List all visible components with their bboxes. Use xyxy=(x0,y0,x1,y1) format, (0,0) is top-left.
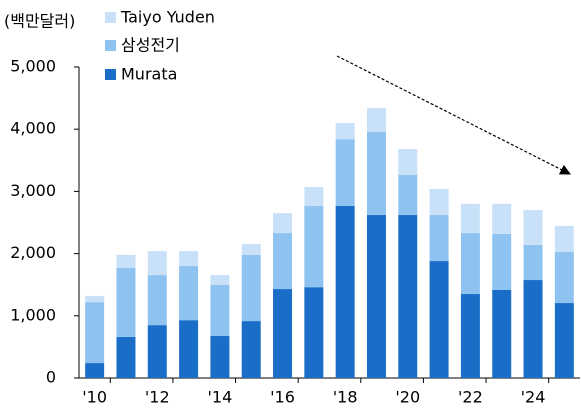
bar-segment xyxy=(523,280,543,378)
bar-segment xyxy=(554,303,574,378)
bar-segment xyxy=(554,225,574,253)
bar-segment xyxy=(398,215,418,378)
bar-segment xyxy=(460,294,480,378)
legend-swatch xyxy=(105,12,116,23)
bar-segment xyxy=(179,266,199,321)
legend-label: Murata xyxy=(121,65,177,84)
bar-segment xyxy=(429,188,449,216)
bar-segment xyxy=(523,210,543,245)
bar-segment xyxy=(304,206,324,288)
x-tick-label: '20 xyxy=(395,388,420,407)
bar-segment xyxy=(335,139,355,207)
bar-segment xyxy=(366,215,386,378)
bar-segment xyxy=(398,149,418,175)
bar-segment xyxy=(304,187,324,207)
y-tick-label: 2,000 xyxy=(10,243,56,262)
bar-segment xyxy=(366,108,386,132)
bar-segment xyxy=(492,289,512,378)
bar-segment xyxy=(460,203,480,234)
x-tick-label: '24 xyxy=(521,388,546,407)
legend-swatch xyxy=(105,69,116,80)
bar-segment xyxy=(460,233,480,295)
y-tick-label: 1,000 xyxy=(10,305,56,324)
legend-label: 삼성전기 xyxy=(121,36,180,55)
bar-segment xyxy=(366,131,386,216)
x-tick-label: '18 xyxy=(333,388,358,407)
y-tick-label: 0 xyxy=(46,368,56,387)
bar-segment xyxy=(116,267,136,337)
bar-segment xyxy=(554,252,574,304)
bar-segment xyxy=(492,234,512,290)
x-tick-label: '14 xyxy=(208,388,233,407)
y-axis-label: (백만달러) xyxy=(4,12,75,31)
x-tick-label: '16 xyxy=(270,388,295,407)
bar-segment xyxy=(241,321,261,378)
bar-segment xyxy=(273,289,293,378)
bar-segment xyxy=(210,275,230,286)
bar-segment xyxy=(304,287,324,378)
bar-segment xyxy=(210,285,230,337)
bar-segment xyxy=(273,233,293,290)
legend-label: Taiyo Yuden xyxy=(120,8,215,27)
bar-segment xyxy=(85,295,105,303)
bar-segment xyxy=(147,275,167,326)
bar-segment xyxy=(429,261,449,378)
bar-segment xyxy=(85,363,105,378)
bar-segment xyxy=(429,215,449,262)
bar-segment xyxy=(273,213,293,234)
bar-segment xyxy=(179,320,199,378)
bar-segment xyxy=(179,251,199,267)
bar-segment xyxy=(116,254,136,268)
x-tick-label: '22 xyxy=(458,388,483,407)
legend-swatch xyxy=(105,40,116,51)
bar-segment xyxy=(116,336,136,378)
bar-segment xyxy=(335,122,355,140)
y-tick-label: 5,000 xyxy=(10,57,56,76)
bar-segment xyxy=(492,203,512,235)
bar-segment xyxy=(147,251,167,276)
trend-arrow xyxy=(336,55,571,175)
bar-segment xyxy=(241,254,261,322)
bar-segment xyxy=(523,244,543,281)
bar-segment xyxy=(241,243,261,255)
bar-segment xyxy=(147,325,167,378)
bar-segment xyxy=(210,336,230,378)
y-tick-label: 3,000 xyxy=(10,181,56,200)
bar-segment xyxy=(335,206,355,378)
y-tick-label: 4,000 xyxy=(10,119,56,138)
x-tick-label: '10 xyxy=(82,388,107,407)
x-tick-label: '12 xyxy=(145,388,170,407)
bar-segment xyxy=(398,174,418,216)
bar-segment xyxy=(85,302,105,364)
